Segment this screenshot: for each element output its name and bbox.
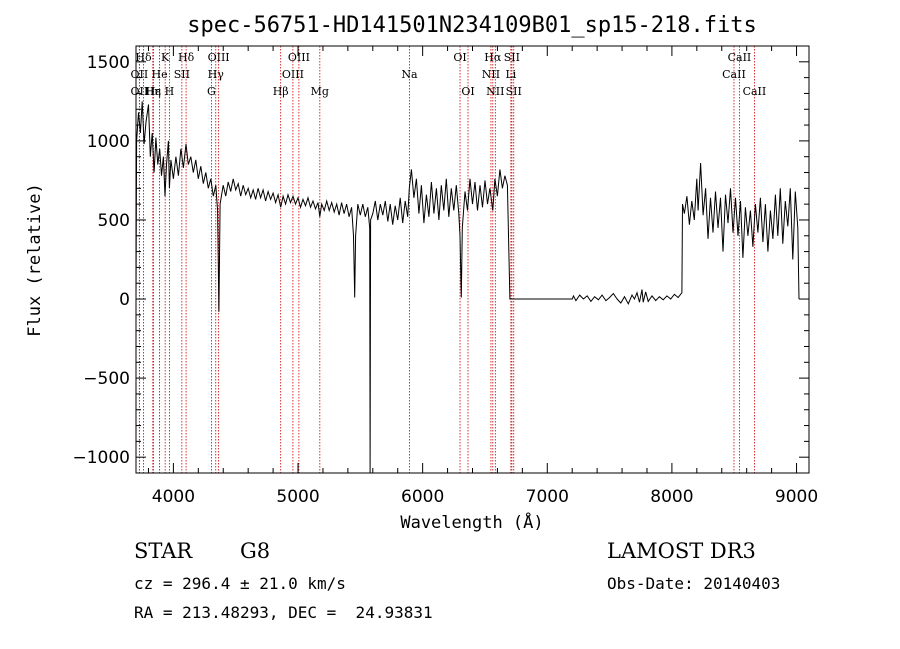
line-marker-label: NII xyxy=(486,85,504,98)
spectrum-series-line xyxy=(135,101,800,474)
line-marker-label: CaII xyxy=(722,68,746,81)
line-marker-label: OIII xyxy=(282,68,304,81)
line-marker-label: He xyxy=(152,68,168,81)
line-marker-label: Hδ xyxy=(178,51,195,64)
y-axis-label: Flux (relative) xyxy=(25,183,45,337)
line-marker-label: Hδ xyxy=(135,51,152,64)
x-tick-label: 5000 xyxy=(276,487,319,507)
y-tick-label: −1000 xyxy=(72,448,130,468)
survey-name: LAMOST DR3 xyxy=(607,539,756,563)
x-tick-label: 4000 xyxy=(152,487,195,507)
spectral-line-markers xyxy=(138,46,755,473)
x-axis-ticks: 4000 5000 6000 7000 8000 9000 xyxy=(147,46,818,507)
line-marker-label: CaII xyxy=(728,51,752,64)
line-marker-label: OIII xyxy=(288,51,310,64)
line-marker-label: Hε xyxy=(146,85,162,98)
line-marker-label: SII xyxy=(174,68,190,81)
y-tick-label: 500 xyxy=(98,211,130,231)
line-marker-label: Li xyxy=(505,68,516,81)
object-subclass: G8 xyxy=(240,539,271,563)
line-marker-label: OIII xyxy=(208,51,230,64)
x-axis-label: Wavelength (Å) xyxy=(400,511,543,533)
y-tick-label: 1500 xyxy=(87,53,130,73)
line-marker-label: Hβ xyxy=(273,85,289,98)
chart-title: spec-56751-HD141501N234109B01_sp15-218.f… xyxy=(187,13,757,38)
line-marker-label: Mg xyxy=(311,85,329,98)
y-tick-label: 1000 xyxy=(87,132,130,152)
line-marker-label: SII xyxy=(506,85,522,98)
redshift-cz: cz = 296.4 ± 21.0 km/s xyxy=(134,574,346,593)
line-marker-label: NII xyxy=(482,68,500,81)
line-marker-label: K xyxy=(161,51,170,64)
line-marker-label: OII xyxy=(131,85,149,98)
line-marker-label: Na xyxy=(401,68,418,81)
plot-frame xyxy=(135,45,810,474)
line-marker-label: Hγ xyxy=(208,68,225,81)
line-marker-label: Hη xyxy=(145,85,161,98)
x-tick-label: 9000 xyxy=(775,487,818,507)
y-tick-label: −500 xyxy=(83,369,130,389)
line-marker-label: OII xyxy=(131,68,149,81)
ra-dec-coordinates: RA = 213.48293, DEC = 24.93831 xyxy=(134,603,433,622)
line-marker-label: Hα xyxy=(484,51,502,64)
object-class: STAR xyxy=(134,539,193,563)
line-marker-label: OI xyxy=(453,51,466,64)
x-tick-label: 6000 xyxy=(401,487,444,507)
line-marker-label: SII xyxy=(504,51,520,64)
line-marker-label: G xyxy=(207,85,216,98)
observation-date: Obs-Date: 20140403 xyxy=(607,574,781,593)
y-tick-label: 0 xyxy=(119,290,130,310)
line-marker-label: CaII xyxy=(743,85,767,98)
x-tick-label: 7000 xyxy=(526,487,569,507)
line-marker-label: H xyxy=(165,85,175,98)
x-tick-label: 8000 xyxy=(650,487,693,507)
y-axis-ticks: −1000 −500 0 500 1000 1500 xyxy=(72,45,809,474)
line-marker-label: OI xyxy=(461,85,474,98)
